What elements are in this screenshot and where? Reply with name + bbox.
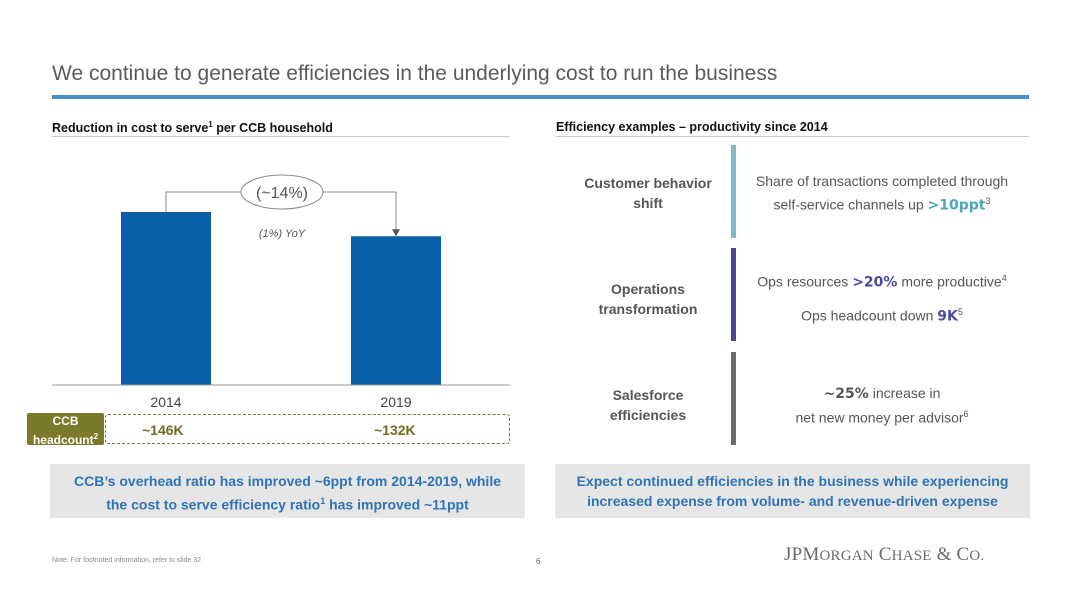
headcount-value-2019: ~132K	[374, 422, 416, 438]
change-ellipse	[240, 174, 324, 210]
expense-outlook-callout: Expect continued efficiencies in the bus…	[555, 464, 1030, 518]
category-line2: efficiencies	[609, 407, 687, 423]
category-line1: Customer behavior	[584, 175, 712, 191]
efficiency-examples-heading: Efficiency examples – productivity since…	[556, 120, 828, 134]
ops-resources-post: more productive	[897, 273, 1002, 290]
category-customer-behavior: Customer behavior shift	[573, 173, 723, 213]
ccb-headcount-label-line2: headcount	[32, 433, 94, 447]
salesforce-line1-post: increase in	[868, 385, 941, 401]
cost-heading-text-post: per CCB household	[212, 121, 333, 136]
ops-resources-text: Ops resources	[757, 273, 853, 290]
footnote-6: 6	[963, 409, 969, 419]
customer-behavior-desc: Share of transactions completed through …	[732, 171, 1032, 216]
logo-co-o: O.	[969, 548, 985, 564]
footnote-text: Note: For footnoted information, refer t…	[52, 557, 202, 564]
cost-to-serve-heading: Reduction in cost to serve1 per CCB hous…	[52, 120, 333, 135]
change-label: (~14%)	[256, 185, 308, 202]
ops-headcount-highlight: 9K	[937, 308, 958, 325]
logo-co-c: C	[956, 544, 970, 565]
logo-hase: HASE	[891, 548, 932, 564]
logo-c: C	[878, 544, 892, 565]
salesforce-bar	[731, 352, 736, 445]
title-divider	[52, 95, 1029, 99]
customer-behavior-bar	[731, 145, 736, 238]
expense-callout-line1: Expect continued efficiencies in the bus…	[576, 473, 1009, 489]
category-operations: Operations transformation	[573, 279, 723, 319]
page-title: We continue to generate efficiencies in …	[52, 62, 778, 85]
page-number: 6	[536, 557, 541, 566]
chart-x-labels: 2014 2019	[150, 394, 411, 410]
cost-heading-footnote: 1	[208, 120, 213, 129]
overhead-callout-line1: CCB’s overhead ratio has improved ~6ppt …	[73, 473, 501, 489]
ops-resources-desc: Ops resources >20% more productive4	[732, 268, 1032, 293]
footnote-3: 3	[985, 196, 991, 206]
bar-2019	[351, 236, 441, 385]
category-line1: Operations	[611, 281, 685, 297]
ccb-headcount-footnote: 2	[93, 432, 99, 441]
net-new-money-highlight: ~25%	[823, 386, 869, 402]
chart-bars	[121, 212, 441, 385]
overhead-callout-footnote: 1	[320, 496, 326, 506]
category-line2: transformation	[598, 301, 698, 317]
desc-line2: self-service channels up	[773, 196, 928, 213]
bar-2014	[121, 212, 211, 385]
change-arrowhead	[392, 229, 400, 237]
logo-organ: ORGAN	[819, 548, 874, 564]
expense-callout-line2: increased expense from volume- and reven…	[587, 493, 998, 509]
footnote-5: 5	[957, 307, 963, 317]
logo-jp: JP	[784, 544, 803, 565]
category-line2: shift	[633, 195, 663, 211]
yoy-label: (1%) YoY	[259, 228, 306, 240]
salesforce-line2: net new money per advisor	[795, 409, 964, 426]
headcount-value-2014: ~146K	[142, 422, 184, 438]
operations-bar	[731, 248, 736, 341]
self-service-highlight: >10ppt	[927, 197, 986, 214]
cost-heading-text: Reduction in cost to serve	[52, 121, 209, 136]
footnote-4: 4	[1001, 273, 1007, 283]
ops-headcount-desc: Ops headcount down 9K5	[732, 302, 1032, 327]
ccb-headcount-label-line1: CCB	[52, 414, 79, 428]
x-label-2019: 2019	[380, 394, 411, 410]
headcount-dashed-box	[105, 414, 510, 444]
ops-headcount-text: Ops headcount down	[801, 307, 938, 324]
ccb-headcount-label: CCB headcount2	[27, 413, 104, 447]
overhead-ratio-callout: CCB’s overhead ratio has improved ~6ppt …	[50, 464, 525, 518]
salesforce-desc: ~25% increase in net new money per advis…	[732, 383, 1032, 428]
overhead-callout-line2-post: has improved ~11ppt	[325, 496, 469, 513]
cost-to-serve-chart: 2014 2019 (~14%) (1%) YoY	[52, 174, 510, 410]
overhead-callout-line2: the cost to serve efficiency ratio	[106, 496, 321, 513]
jpmorgan-chase-logo: JPMORGAN CHASE & CO.	[784, 544, 984, 566]
right-heading-rule	[556, 136, 1029, 137]
category-line1: Salesforce	[612, 387, 684, 403]
ops-resources-highlight: >20%	[852, 274, 898, 291]
category-salesforce: Salesforce efficiencies	[573, 385, 723, 425]
left-heading-rule	[52, 136, 510, 137]
desc-line1: Share of transactions completed through	[755, 173, 1009, 189]
logo-m: M	[802, 544, 820, 565]
logo-amp: &	[936, 544, 952, 565]
x-label-2014: 2014	[150, 394, 181, 410]
